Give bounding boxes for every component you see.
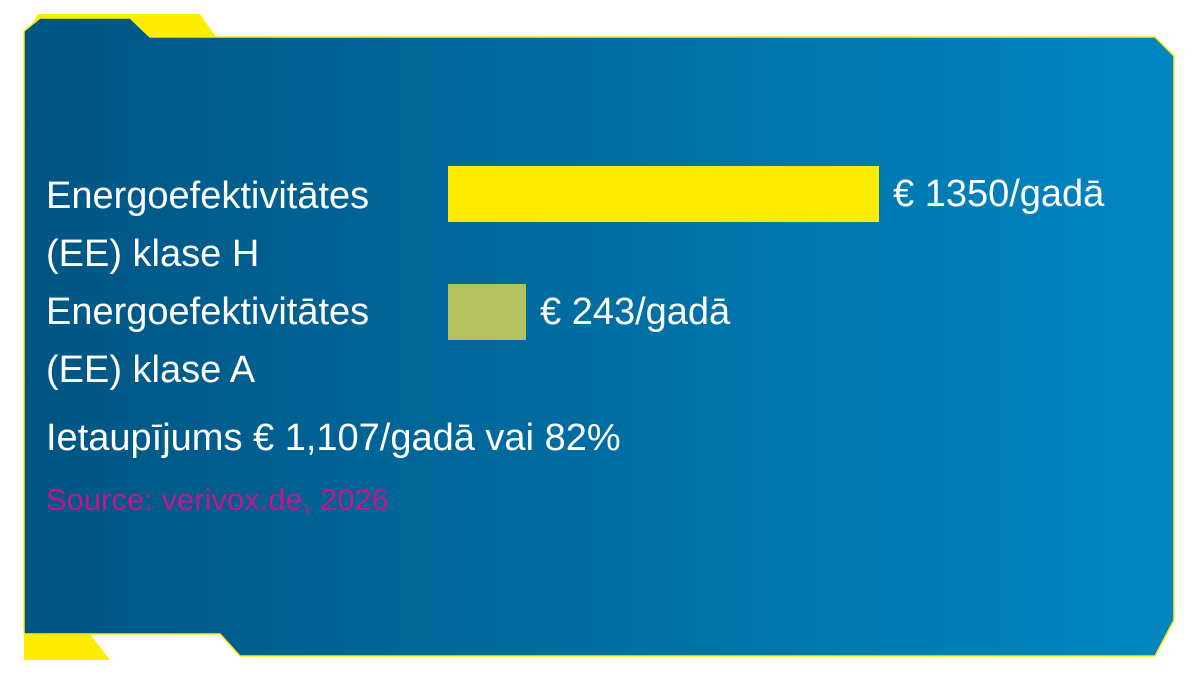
savings-annotation: Ietaupījums € 1,107/gadā vai 82% <box>46 417 621 459</box>
panel-background <box>23 17 1175 657</box>
category-label-line-2: (EE) klase A <box>46 349 256 391</box>
category-label-line-1: Energoefektivitātes <box>46 175 370 217</box>
category-label-class-h: Energoefektivitātes (EE) klase H <box>46 167 369 283</box>
corner-accent-bottom <box>24 634 110 660</box>
bar-class-h <box>448 166 879 222</box>
bar-class-a <box>448 284 526 340</box>
category-label-line-2: (EE) klase H <box>46 233 260 275</box>
source-note: Source: verivox.de, 2026 <box>46 482 389 517</box>
value-label-class-h: € 1350/gadā <box>893 173 1105 215</box>
category-label-class-a: Energoefektivitātes (EE) klase A <box>46 283 369 399</box>
value-label-class-a: € 243/gadā <box>540 291 731 333</box>
category-label-line-1: Energoefektivitātes <box>46 291 370 333</box>
